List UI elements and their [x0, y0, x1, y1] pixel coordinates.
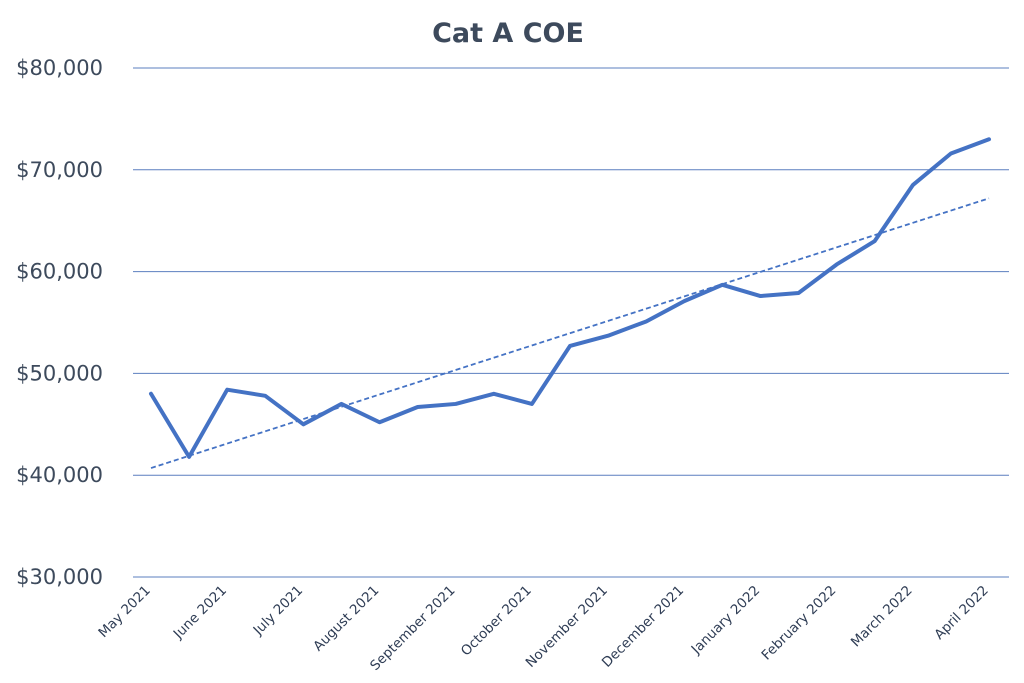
x-tick-label: April 2022	[931, 583, 991, 643]
y-tick-label: $80,000	[16, 56, 103, 80]
trendline-layer	[150, 197, 990, 469]
chart-title: Cat A COE	[432, 18, 584, 49]
x-tick-label: July 2021	[250, 583, 307, 640]
x-tick-label: November 2021	[523, 583, 611, 671]
x-tick-label: January 2022	[688, 583, 764, 659]
x-tick-label: August 2021	[310, 583, 382, 655]
trendline	[150, 197, 990, 469]
gridlines	[133, 67, 1009, 578]
y-tick-label: $30,000	[16, 565, 103, 589]
y-tick-label: $50,000	[16, 361, 103, 385]
x-tick-label: May 2021	[95, 583, 153, 641]
series-line	[149, 137, 991, 459]
x-axis-tick-labels: May 2021 June 2021 July 2021 August 2021Sep…	[95, 583, 991, 674]
y-tick-label: $70,000	[16, 158, 103, 182]
x-tick-label: March 2022	[848, 583, 916, 651]
y-tick-label: $60,000	[16, 260, 103, 284]
y-tick-label: $40,000	[16, 463, 103, 487]
y-axis-tick-labels: $30,000 $40,000 $50,000 $60,000 $70,000 $80,0…	[16, 56, 103, 589]
x-tick-label: October 2021	[458, 583, 535, 660]
x-tick-label: December 2021	[599, 583, 687, 671]
x-tick-label: September 2021	[367, 583, 458, 674]
x-tick-label: June 2021	[170, 583, 230, 643]
series-layer	[149, 137, 991, 459]
x-tick-label: February 2022	[759, 583, 840, 664]
